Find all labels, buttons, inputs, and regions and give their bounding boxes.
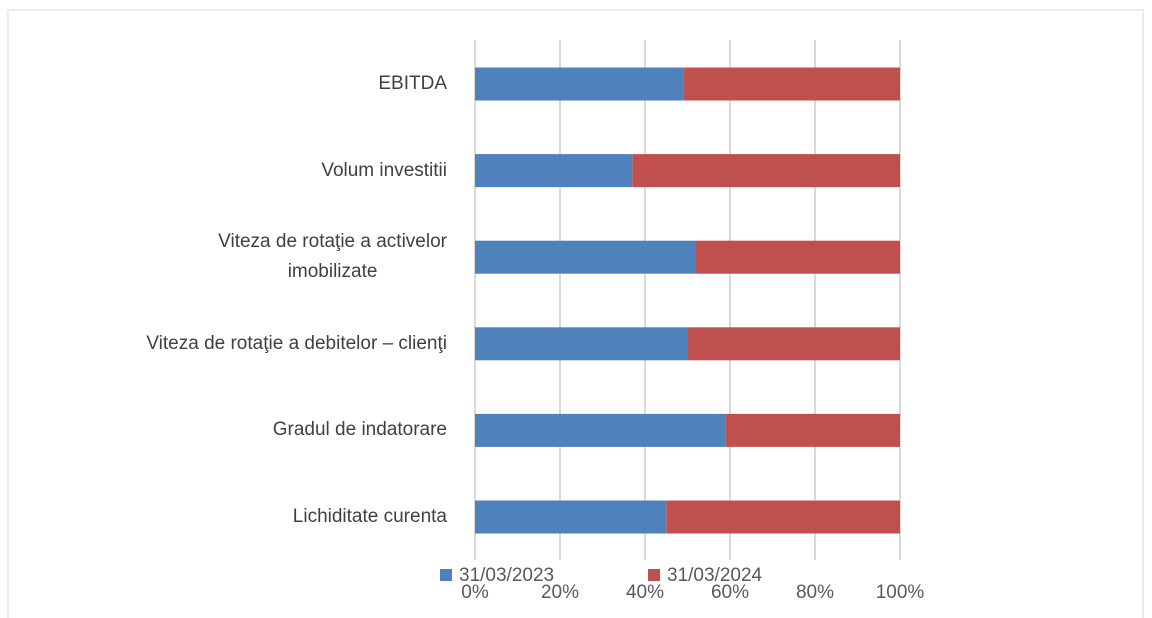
chart-frame — [7, 9, 1144, 618]
bar-segment — [475, 240, 696, 274]
bar-segment — [475, 67, 684, 101]
legend-swatch — [440, 569, 452, 581]
x-tick-label: 0% — [461, 582, 489, 603]
bar-segment — [696, 240, 900, 274]
category-label: EBITDA — [378, 73, 447, 94]
x-tick-label: 40% — [626, 582, 664, 603]
bar-segment — [475, 154, 633, 188]
category-label: Gradul de indatorare — [272, 419, 447, 441]
bar-segment — [687, 327, 900, 361]
x-tick-label: 80% — [796, 582, 834, 603]
bar-segment — [475, 413, 726, 447]
x-tick-label: 20% — [541, 582, 579, 603]
legend-label: 31/03/2023 — [459, 565, 554, 586]
bar-segment — [725, 413, 900, 447]
category-label: Volum investitii — [321, 159, 447, 181]
bar-segment — [683, 67, 900, 101]
category-label: Viteza de rotaţie a debitelor – clienţi — [146, 332, 447, 354]
x-tick-label: 100% — [876, 582, 925, 603]
legend-label: 31/03/2024 — [667, 565, 763, 586]
category-label: Lichiditate curenta — [292, 506, 447, 527]
bar-segment — [666, 500, 900, 534]
bar-segment — [475, 500, 667, 534]
category-label: Viteza de rotaţie a activelor imobilizat… — [218, 231, 447, 283]
bar-segment — [475, 327, 688, 361]
legend-swatch — [648, 569, 660, 581]
x-tick-label: 60% — [711, 582, 749, 603]
bar-segment — [632, 154, 900, 188]
